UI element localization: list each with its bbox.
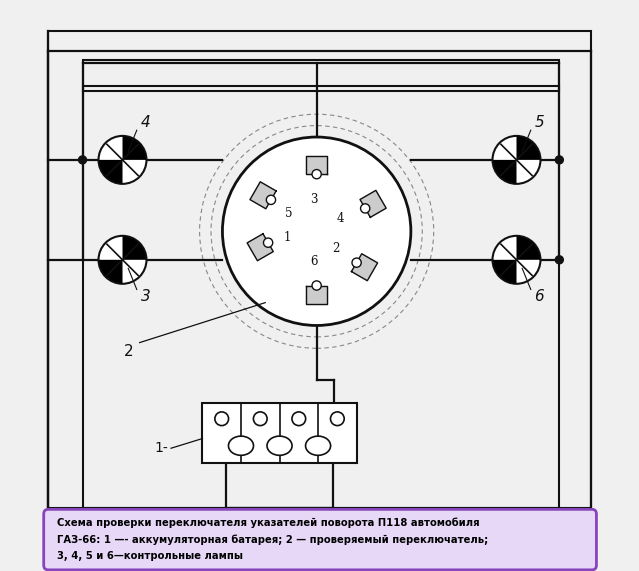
Wedge shape bbox=[493, 160, 516, 183]
Wedge shape bbox=[516, 236, 540, 260]
Text: 3: 3 bbox=[141, 289, 150, 304]
Text: 6: 6 bbox=[310, 255, 318, 268]
Circle shape bbox=[215, 412, 229, 425]
Wedge shape bbox=[123, 136, 146, 160]
Text: 3: 3 bbox=[310, 194, 318, 206]
Circle shape bbox=[352, 258, 361, 267]
Circle shape bbox=[360, 204, 370, 213]
Text: 3, 4, 5 и 6—контрольные лампы: 3, 4, 5 и 6—контрольные лампы bbox=[57, 551, 243, 561]
Circle shape bbox=[98, 136, 146, 184]
Bar bbox=[82, 60, 559, 91]
Circle shape bbox=[493, 136, 541, 184]
Text: 5: 5 bbox=[534, 115, 544, 130]
Bar bbox=[203, 403, 357, 463]
Bar bbox=[49, 31, 590, 508]
Wedge shape bbox=[99, 260, 123, 283]
Ellipse shape bbox=[267, 436, 292, 455]
Wedge shape bbox=[99, 160, 123, 183]
Wedge shape bbox=[493, 260, 516, 283]
Text: 4: 4 bbox=[337, 212, 344, 225]
Text: Схема проверки переключателя указателей поворота П118 автомобиля: Схема проверки переключателя указателей … bbox=[57, 518, 479, 528]
Circle shape bbox=[312, 281, 321, 290]
Ellipse shape bbox=[305, 436, 330, 455]
Bar bbox=[82, 86, 559, 508]
Circle shape bbox=[312, 170, 321, 179]
Text: 2: 2 bbox=[123, 344, 133, 359]
Text: ГАЗ-66: 1 —- аккумуляторная батарея; 2 — проверяемый переключатель;: ГАЗ-66: 1 —- аккумуляторная батарея; 2 —… bbox=[57, 534, 488, 545]
FancyBboxPatch shape bbox=[43, 509, 596, 570]
Wedge shape bbox=[123, 236, 146, 260]
Circle shape bbox=[330, 412, 344, 425]
Circle shape bbox=[292, 412, 305, 425]
Polygon shape bbox=[247, 234, 273, 261]
Polygon shape bbox=[250, 182, 276, 209]
Text: 6: 6 bbox=[534, 289, 544, 304]
Text: 1-: 1- bbox=[155, 441, 168, 455]
Circle shape bbox=[254, 412, 267, 425]
Circle shape bbox=[263, 238, 273, 247]
Circle shape bbox=[555, 256, 564, 264]
Circle shape bbox=[79, 156, 86, 164]
Text: 4: 4 bbox=[141, 115, 150, 130]
Circle shape bbox=[555, 156, 564, 164]
Polygon shape bbox=[306, 156, 327, 174]
Polygon shape bbox=[306, 286, 327, 304]
Circle shape bbox=[98, 236, 146, 284]
Text: 2: 2 bbox=[332, 242, 339, 255]
Circle shape bbox=[266, 195, 275, 204]
Ellipse shape bbox=[229, 436, 254, 455]
Circle shape bbox=[493, 236, 541, 284]
Text: 5: 5 bbox=[285, 207, 293, 220]
Text: 1: 1 bbox=[284, 231, 291, 244]
Wedge shape bbox=[516, 136, 540, 160]
Polygon shape bbox=[351, 254, 378, 281]
Polygon shape bbox=[360, 190, 386, 218]
Circle shape bbox=[222, 137, 411, 325]
